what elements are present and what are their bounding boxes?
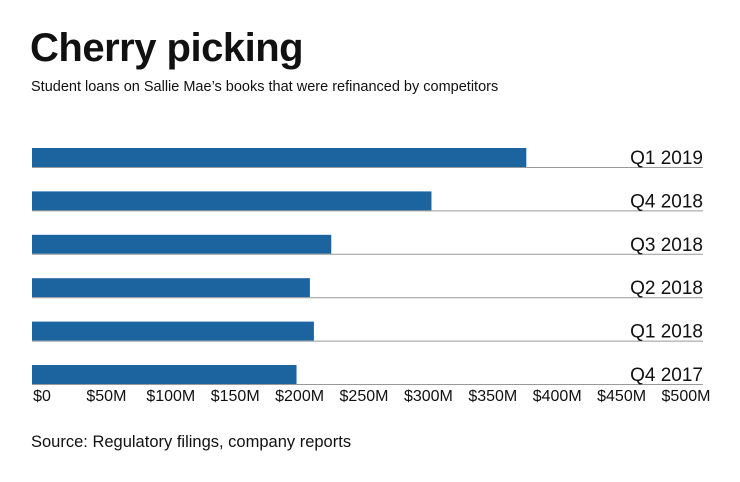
chart-subtitle: Student loans on Sallie Mae’s books that… xyxy=(31,79,499,95)
bar xyxy=(32,191,432,211)
x-tick-label: $300M xyxy=(404,388,453,405)
category-label: Q4 2018 xyxy=(630,191,703,212)
x-tick-label: $250M xyxy=(340,388,389,405)
bar xyxy=(32,278,310,298)
source-note: Source: Regulatory filings, company repo… xyxy=(31,433,352,451)
category-label: Q1 2019 xyxy=(630,148,703,169)
x-tick-label: $450M xyxy=(597,388,646,405)
bar xyxy=(32,234,332,254)
category-label: Q4 2017 xyxy=(630,365,703,386)
x-tick-label: $400M xyxy=(533,388,582,405)
category-label: Q3 2018 xyxy=(630,235,703,256)
bar xyxy=(32,321,314,341)
bar xyxy=(32,365,297,384)
x-tick-label: $500M xyxy=(662,388,711,405)
category-label: Q2 2018 xyxy=(630,278,703,299)
bar xyxy=(32,148,527,167)
chart-title: Cherry picking xyxy=(30,26,304,70)
x-tick-label: $150M xyxy=(211,388,260,405)
x-tick-label: $0 xyxy=(33,388,51,405)
x-tick-label: $350M xyxy=(468,388,517,405)
category-label: Q1 2018 xyxy=(630,322,703,343)
x-tick-label: $100M xyxy=(146,388,195,405)
x-tick-label: $200M xyxy=(275,388,324,405)
x-tick-label: $50M xyxy=(86,388,126,405)
